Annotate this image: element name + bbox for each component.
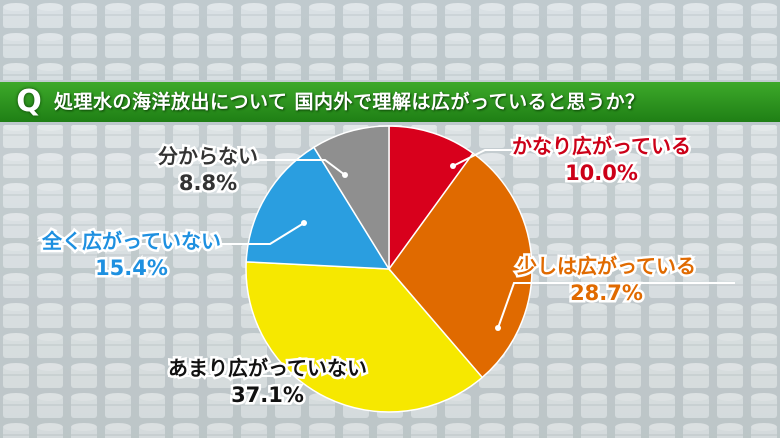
slice-wakaranai (312, 125, 390, 272)
question-mark-icon: Q (16, 84, 42, 119)
label-sukoshi: 少しは広がっている 28.7% (515, 252, 699, 308)
slice-sukoshi (388, 152, 533, 379)
question-bar (0, 82, 780, 122)
label-wakaranai: 分からない 8.8% (156, 142, 261, 198)
label-mattaku: 全く広がっていない 15.4% (40, 227, 224, 283)
leader-dot-mattaku (301, 220, 307, 226)
leader-dot-kanari (450, 163, 456, 169)
leader-line-wakaranai (248, 159, 346, 176)
leader-line-sukoshi (497, 282, 735, 329)
leader-dot-amari (297, 357, 303, 363)
label-kanari: かなり広がっている 10.0% (510, 132, 694, 188)
slice-mattaku (245, 146, 391, 270)
slice-kanari (388, 125, 475, 272)
leader-line-amari (168, 359, 301, 377)
question-title: 処理水の海洋放出について 国内外で理解は広がっていると思うか？ (54, 91, 645, 113)
leader-line-mattaku (42, 222, 305, 245)
slice-amari (245, 261, 484, 413)
leader-dot-wakaranai (342, 172, 348, 178)
leader-dot-sukoshi (495, 325, 501, 331)
leader-line-kanari (452, 149, 512, 167)
label-amari: あまり広がっていない 37.1% (166, 354, 370, 410)
